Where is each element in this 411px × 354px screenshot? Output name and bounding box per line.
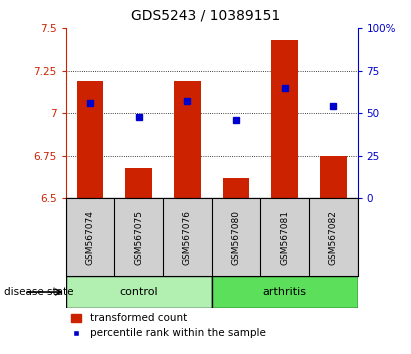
Legend: transformed count, percentile rank within the sample: transformed count, percentile rank withi… <box>71 313 266 338</box>
Text: disease state: disease state <box>4 287 74 297</box>
Text: GSM567074: GSM567074 <box>85 210 95 265</box>
Text: GSM567075: GSM567075 <box>134 210 143 265</box>
Bar <box>212 276 358 308</box>
Bar <box>223 178 249 198</box>
Text: GSM567080: GSM567080 <box>231 210 240 265</box>
Bar <box>66 276 212 308</box>
Text: GSM567082: GSM567082 <box>329 210 338 265</box>
Text: control: control <box>120 287 158 297</box>
Bar <box>77 81 104 198</box>
Bar <box>125 168 152 198</box>
Text: GSM567081: GSM567081 <box>280 210 289 265</box>
Bar <box>271 40 298 198</box>
Text: GSM567076: GSM567076 <box>183 210 192 265</box>
Text: arthritis: arthritis <box>263 287 307 297</box>
Bar <box>174 81 201 198</box>
Text: GDS5243 / 10389151: GDS5243 / 10389151 <box>131 9 280 23</box>
Bar <box>320 156 346 198</box>
